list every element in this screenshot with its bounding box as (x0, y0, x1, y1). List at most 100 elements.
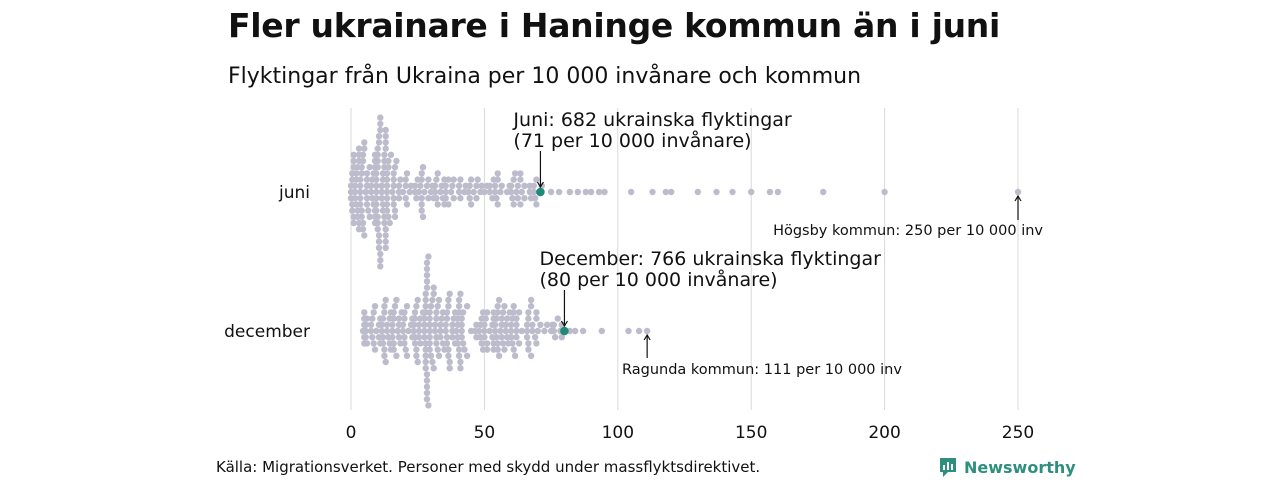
dot-december (494, 340, 501, 347)
dot-juni (381, 219, 388, 227)
dot-juni (373, 182, 380, 189)
dot-december (427, 352, 435, 359)
dot-juni (366, 164, 373, 171)
gridlines (350, 108, 1019, 410)
dot-december (507, 334, 515, 341)
dot-juni (351, 182, 359, 189)
dot-juni (434, 201, 441, 208)
dot-december (461, 346, 468, 353)
dot-juni (358, 164, 365, 171)
dot-juni (533, 201, 540, 208)
dot-december (410, 321, 417, 328)
dot-juni (383, 188, 391, 196)
dot-juni (510, 201, 517, 208)
dot-juni (470, 188, 477, 196)
dot-juni (455, 182, 463, 189)
dot-december (625, 327, 632, 335)
dot-december (421, 315, 428, 322)
dot-december (362, 327, 369, 335)
dot-december (379, 334, 387, 341)
dot-juni (375, 133, 383, 140)
dot-juni (373, 195, 380, 202)
dots (347, 114, 1022, 409)
dot-december (537, 321, 544, 328)
dot-juni (382, 145, 389, 152)
dot-december (457, 290, 464, 297)
dot-juni (494, 176, 501, 183)
dot-december (643, 327, 651, 335)
dot-december (426, 334, 433, 341)
dot-december (558, 334, 565, 341)
dot-december (534, 327, 541, 335)
dot-december (423, 389, 431, 397)
x-tick-label: 0 (346, 423, 357, 443)
dot-juni (361, 232, 368, 239)
dot-december (518, 327, 525, 335)
dot-juni (391, 213, 399, 220)
dot-juni (418, 201, 425, 208)
dot-juni (513, 188, 520, 196)
dot-juni (359, 157, 367, 165)
dot-december (498, 315, 505, 322)
dot-december (551, 334, 559, 341)
dot-juni (374, 151, 381, 158)
dot-december (455, 346, 463, 353)
dot-december (511, 352, 519, 359)
dot-juni (418, 170, 425, 177)
dot-december (421, 321, 428, 328)
dot-december (482, 315, 489, 322)
dot-december (483, 340, 491, 347)
dot-juni (391, 207, 399, 214)
dot-juni (402, 182, 409, 189)
dot-december (423, 278, 431, 285)
dot-december (423, 272, 431, 279)
dot-juni (374, 213, 381, 220)
dot-december (411, 309, 419, 316)
dot-juni (393, 157, 400, 165)
dot-december (494, 309, 501, 316)
dot-juni (486, 182, 493, 189)
dot-december (523, 334, 531, 341)
annotation-juni: Juni: 682 ukrainska flyktingar (512, 109, 791, 131)
dot-december (390, 346, 397, 353)
dot-december (437, 327, 444, 335)
dot-december (598, 327, 605, 335)
dot-juni (418, 207, 425, 214)
dot-december (402, 346, 409, 353)
dot-december (383, 327, 391, 335)
dot-juni (450, 176, 457, 183)
dot-december (433, 309, 440, 316)
dot-december (399, 321, 407, 328)
dot-juni (377, 257, 384, 264)
dot-december (423, 371, 431, 378)
dot-december (369, 315, 376, 322)
x-tick-label: 250 (1002, 423, 1034, 443)
dot-juni (627, 188, 635, 196)
arrow-head (536, 181, 544, 189)
dot-december (459, 340, 467, 347)
dot-juni (494, 201, 501, 208)
dot-december (413, 303, 420, 310)
dot-juni (445, 201, 452, 208)
dot-december (363, 315, 371, 322)
dot-december (525, 315, 532, 322)
dot-juni (473, 182, 480, 189)
dot-december (457, 365, 464, 372)
dot-december (510, 309, 517, 316)
dot-juni (517, 201, 524, 208)
dot-december (378, 327, 385, 335)
dot-juni (357, 201, 364, 208)
row-label-juni: juni (278, 183, 310, 203)
dot-juni (587, 188, 595, 196)
dot-juni (517, 176, 524, 183)
dot-juni (473, 195, 480, 202)
dot-december (401, 334, 408, 341)
dot-juni (361, 139, 368, 146)
dot-juni (374, 226, 381, 233)
dot-juni (358, 213, 365, 220)
dot-juni (378, 188, 385, 196)
dot-juni (382, 226, 389, 233)
dot-juni (521, 182, 528, 189)
dot-december (579, 327, 587, 335)
dot-december (363, 340, 371, 347)
